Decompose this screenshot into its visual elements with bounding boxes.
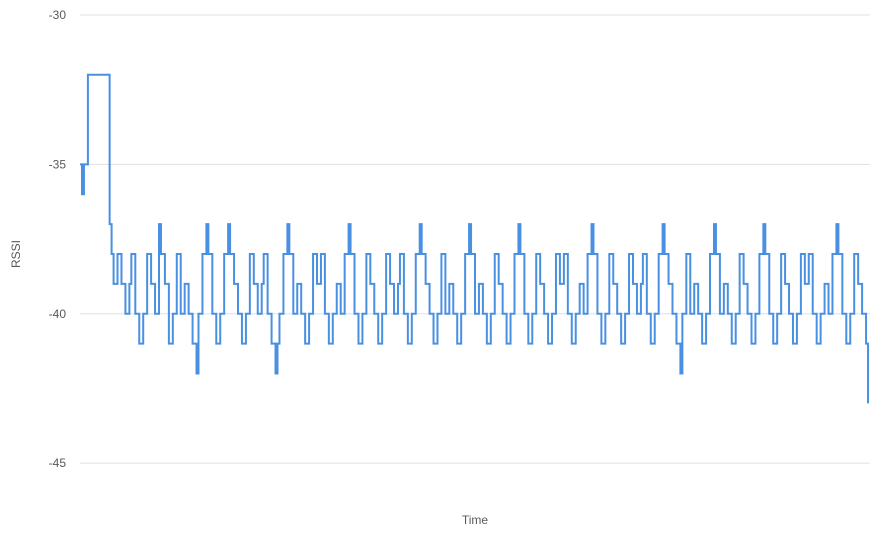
rssi-line-chart: -30 -35 -40 -45 RSSI Time [0,0,886,536]
y-tick-label: -45 [49,456,67,470]
y-tick-label: -35 [49,157,67,171]
chart-svg: -30 -35 -40 -45 RSSI Time [0,0,886,536]
x-axis-title: Time [462,513,489,527]
y-tick-label: -40 [49,307,67,321]
y-axis-title: RSSI [9,240,23,268]
y-tick-label: -30 [49,8,67,22]
